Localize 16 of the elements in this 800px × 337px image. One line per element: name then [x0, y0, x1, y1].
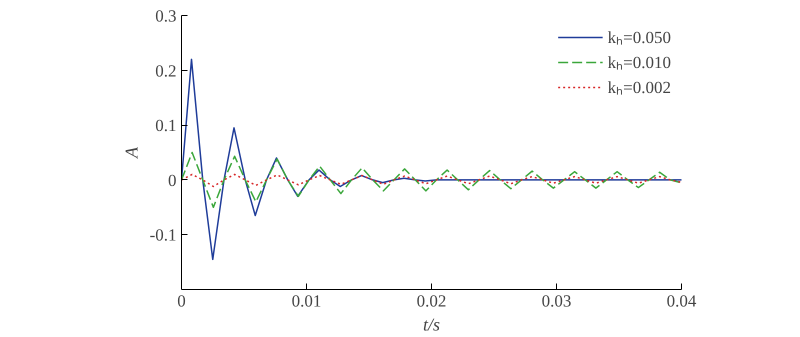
x-tick-label: 0.03: [542, 292, 572, 310]
y-tick-label: 0: [168, 170, 176, 190]
y-tick-label: -0.1: [150, 226, 177, 245]
y-axis-title: A: [122, 146, 142, 159]
line-series: [182, 152, 682, 208]
legend-label: kₕ=0.050: [608, 27, 671, 48]
line-series: [182, 174, 682, 188]
legend-label: kₕ=0.010: [608, 52, 671, 73]
x-axis-title: t/s: [422, 314, 440, 334]
x-tick-label: 0.04: [666, 292, 697, 310]
y-tick-label: 0.1: [155, 116, 176, 136]
y-tick-label: 0.3: [155, 6, 176, 26]
legend-label: kₕ=0.002: [608, 77, 671, 98]
x-tick-label: 0.02: [416, 292, 446, 310]
y-tick-label: 0.2: [155, 61, 176, 80]
x-tick-label: 0.01: [292, 292, 322, 310]
